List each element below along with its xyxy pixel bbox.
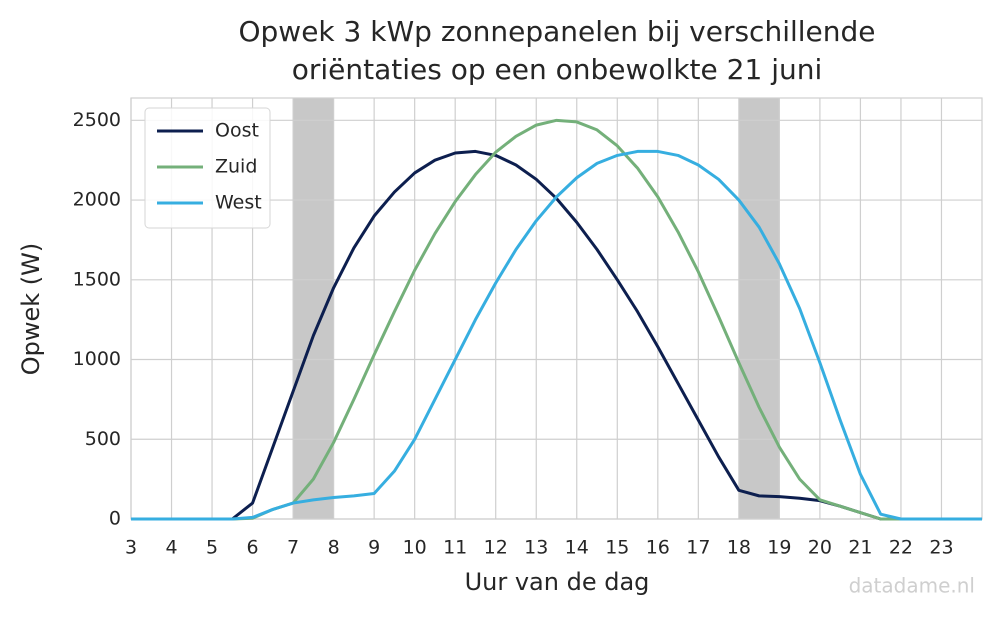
x-tick-label: 17	[686, 537, 710, 559]
x-axis-label: Uur van de dag	[465, 568, 650, 596]
x-tick-label: 11	[443, 537, 467, 559]
shaded-span	[293, 98, 334, 519]
x-tick-label: 12	[484, 537, 508, 559]
x-tick-label: 7	[287, 537, 299, 559]
x-tick-label: 21	[848, 537, 872, 559]
legend-label: Oost	[215, 120, 259, 142]
x-tick-label: 18	[727, 537, 751, 559]
x-tick-label: 10	[403, 537, 427, 559]
y-tick-label: 2000	[73, 189, 121, 211]
x-tick-label: 6	[247, 537, 259, 559]
y-tick-label: 500	[85, 428, 121, 450]
x-tick-label: 14	[565, 537, 589, 559]
y-axis-label: Opwek (W)	[17, 243, 45, 376]
y-tick-label: 0	[109, 508, 121, 530]
y-tick-label: 1000	[73, 348, 121, 370]
x-tick-label: 9	[368, 537, 380, 559]
x-tick-label: 8	[328, 537, 340, 559]
y-tick-label: 2500	[73, 109, 121, 131]
x-tick-label: 4	[165, 537, 177, 559]
x-tick-label: 3	[125, 537, 137, 559]
legend-box	[144, 107, 271, 229]
series-line	[131, 149, 982, 521]
shaded-span	[738, 98, 780, 519]
y-tick-label: 1500	[73, 268, 121, 290]
x-tick-label: 15	[605, 537, 629, 559]
x-tick-label: 20	[808, 537, 832, 559]
legend-label: West	[215, 192, 262, 214]
x-tick-label: 19	[767, 537, 791, 559]
x-tick-label: 16	[646, 537, 670, 559]
legend-label: Zuid	[215, 156, 257, 178]
x-tick-label: 13	[524, 537, 548, 559]
plot-frame	[130, 97, 983, 520]
watermark: datadame.nl	[849, 574, 975, 598]
x-tick-label: 23	[929, 537, 953, 559]
chart-title: oriëntaties op een onbewolkte 21 juni	[292, 53, 823, 86]
x-tick-label: 5	[206, 537, 218, 559]
x-tick-label: 22	[889, 537, 913, 559]
chart-title: Opwek 3 kWp zonnepanelen bij verschillen…	[238, 15, 875, 48]
